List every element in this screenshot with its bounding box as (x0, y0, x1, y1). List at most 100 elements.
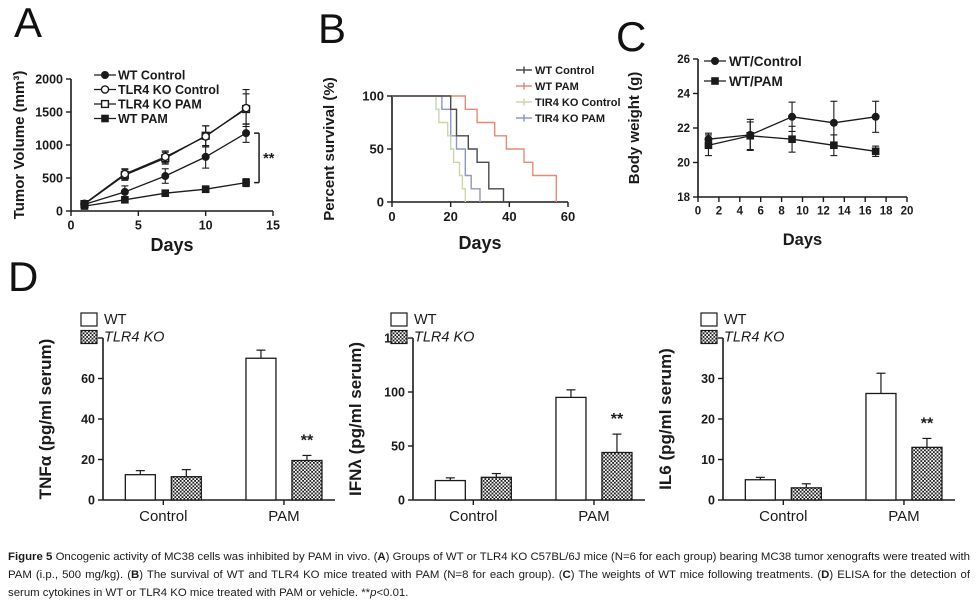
svg-text:PAM: PAM (888, 508, 919, 525)
svg-text:100: 100 (362, 89, 384, 104)
svg-text:20: 20 (901, 206, 914, 218)
svg-text:Days: Days (150, 235, 193, 255)
svg-text:10: 10 (701, 453, 715, 467)
svg-text:1500: 1500 (35, 106, 63, 120)
caption-segment: B (130, 568, 140, 581)
svg-text:14: 14 (838, 206, 851, 218)
svg-text:100: 100 (384, 386, 405, 400)
caption-segment: <0.01. (376, 586, 409, 599)
bars: Control PAM ** (434, 389, 633, 525)
svg-text:0: 0 (56, 205, 63, 219)
panel-b-survival-chart: 0 50 100 0 20 40 60 Days Percent survival (%) WT … (321, 65, 621, 253)
svg-text:18: 18 (880, 206, 893, 218)
bars: Control PAM ** (124, 349, 323, 525)
svg-text:WT Control: WT Control (118, 69, 185, 83)
svg-text:Control: Control (449, 508, 497, 525)
svg-text:0: 0 (708, 494, 715, 508)
caption-segment: C (562, 568, 571, 581)
svg-text:Control: Control (759, 508, 807, 525)
svg-text:**: ** (263, 151, 275, 167)
svg-text:24: 24 (677, 89, 690, 101)
svg-text:26: 26 (677, 54, 690, 66)
caption-segment: A (377, 551, 386, 563)
svg-text:Control: Control (139, 508, 187, 525)
svg-text:40: 40 (81, 413, 95, 427)
svg-text:WT: WT (104, 312, 127, 328)
svg-text:Days: Days (783, 231, 822, 249)
svg-text:0: 0 (388, 209, 395, 224)
svg-text:TLR4 KO: TLR4 KO (724, 330, 784, 346)
svg-text:TLR4 KO: TLR4 KO (104, 330, 164, 346)
svg-text:WT/Control: WT/Control (729, 54, 802, 69)
svg-text:TLR4 KO Control: TLR4 KO Control (118, 83, 219, 97)
svg-text:WT/PAM: WT/PAM (729, 74, 783, 89)
svg-text:4: 4 (737, 206, 744, 218)
svg-text:1000: 1000 (35, 139, 63, 153)
series-wt-control (704, 100, 880, 151)
legend: WT/Control WT/PAM (704, 54, 802, 89)
svg-text:2000: 2000 (35, 73, 63, 87)
svg-text:TIR4 KO PAM: TIR4 KO PAM (535, 113, 605, 125)
panel-d-tnfa-chart: 020406080TNFα (pg/ml serum)ControlPAM**W… (36, 312, 335, 525)
svg-text:15: 15 (266, 219, 280, 233)
svg-text:PAM: PAM (268, 508, 299, 525)
svg-text:30: 30 (701, 372, 715, 386)
svg-text:10: 10 (796, 206, 809, 218)
svg-text:60: 60 (81, 372, 95, 386)
svg-text:5: 5 (135, 219, 142, 233)
panel-c-label: C (616, 13, 647, 60)
bars: Control PAM ** (744, 372, 943, 525)
svg-text:PAM: PAM (578, 508, 609, 525)
svg-text:50: 50 (391, 440, 405, 454)
figure-caption: Figure 5 Oncogenic activity of MC38 cell… (8, 549, 970, 602)
legend: WT TLR4 KO (390, 312, 474, 346)
svg-text:18: 18 (677, 192, 690, 204)
svg-text:6: 6 (757, 206, 763, 218)
svg-text:0: 0 (695, 206, 701, 218)
svg-text:WT: WT (414, 312, 437, 328)
svg-text:WT PAM: WT PAM (535, 81, 579, 93)
svg-text:0: 0 (377, 195, 384, 210)
caption-segment: ) The survival of WT and TLR4 KO mice tr… (139, 568, 563, 581)
svg-text:TIR4 KO Control: TIR4 KO Control (535, 97, 621, 109)
svg-text:**: ** (611, 411, 624, 428)
panel-d-il6-chart: 010203040IL6 (pg/ml serum)ControlPAM**WT… (656, 312, 955, 525)
svg-text:IFNλ (pg/ml serum): IFNλ (pg/ml serum) (346, 342, 365, 496)
svg-text:22: 22 (677, 123, 690, 135)
panel-a-label: A (14, 0, 43, 46)
svg-text:60: 60 (561, 209, 575, 224)
svg-text:TLR4 KO: TLR4 KO (414, 330, 474, 346)
svg-text:20: 20 (443, 209, 457, 224)
caption-segment: ) Groups of WT or TLR4 KO C57BL/6J mice … (8, 551, 970, 581)
panel-d-ifnl-chart: 050100150IFNλ (pg/ml serum)ControlPAM**W… (346, 312, 645, 525)
svg-text:Body weight (g): Body weight (g) (626, 72, 643, 185)
panel-d-label: D (8, 253, 39, 300)
legend: WT TLR4 KO (80, 312, 164, 346)
caption-segment: Figure 5 (8, 551, 56, 563)
legend: WT Control WT PAM TIR4 KO Control TIR4 KO P… (516, 65, 621, 125)
svg-text:WT PAM: WT PAM (118, 112, 168, 126)
svg-text:Days: Days (458, 233, 501, 253)
series-tir4-ko-control (392, 95, 467, 202)
caption-segment: Oncogenic activity of MC38 cells was inh… (55, 551, 378, 563)
svg-text:0: 0 (68, 219, 75, 233)
svg-text:Tumor Volume (mm³): Tumor Volume (mm³) (11, 71, 28, 220)
panel-b-label: B (318, 5, 347, 52)
axes: 010203040IL6 (pg/ml serum) (656, 332, 955, 508)
svg-text:16: 16 (859, 206, 872, 218)
significance-bracket: ** (254, 132, 275, 184)
panel-a-tumor-volume-chart: 0 500 1000 1500 2000 0 5 10 15 Days Tumor Volume (… (11, 69, 280, 256)
svg-text:WT Control: WT Control (535, 65, 594, 77)
svg-text:0: 0 (398, 494, 405, 508)
svg-text:10: 10 (199, 219, 213, 233)
svg-text:2: 2 (716, 206, 722, 218)
svg-text:WT: WT (724, 312, 747, 328)
caption-segment: p (370, 586, 377, 599)
series-wt-pam (392, 95, 558, 202)
svg-text:**: ** (921, 415, 934, 432)
series-tir4-ko-pam (392, 95, 481, 202)
